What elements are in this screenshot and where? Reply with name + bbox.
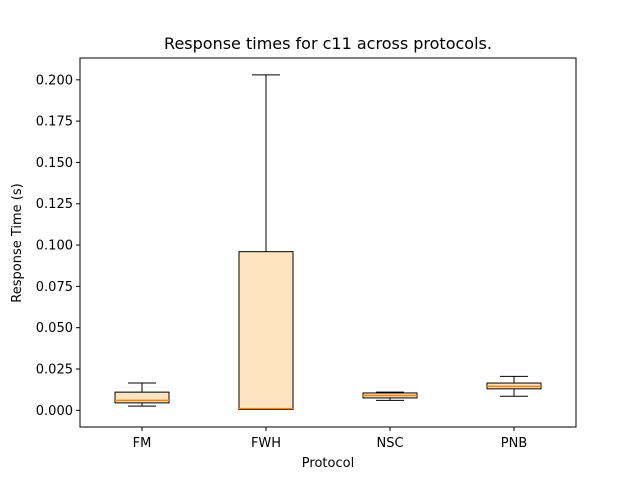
box-fm xyxy=(114,391,170,404)
y-tick-label: 0.175 xyxy=(36,115,73,130)
box-fwh xyxy=(238,251,294,410)
x-axis-label: Protocol xyxy=(302,456,354,471)
y-tick-label: 0.050 xyxy=(36,321,73,336)
y-tick-label: 0.075 xyxy=(36,280,73,295)
x-tick-label: PNB xyxy=(501,436,527,451)
y-tick-label: 0.025 xyxy=(36,362,73,377)
y-tick-label: 0.100 xyxy=(36,239,73,254)
y-tick-label: 0.200 xyxy=(36,73,73,88)
y-tick-label: 0.125 xyxy=(36,197,73,212)
plot-area: 0.000 0.025 0.050 0.075 0.100 0.125 0.150 0.175… xyxy=(36,57,577,451)
x-tick-label: FM xyxy=(133,436,152,451)
y-axis-label: Response Time (s) xyxy=(10,183,25,302)
x-tick-label: NSC xyxy=(376,436,403,451)
axes-frame xyxy=(79,57,577,428)
y-tick-label: 0.000 xyxy=(36,404,73,419)
y-tick-label: 0.150 xyxy=(36,156,73,171)
chart-title: Response times for c11 across protocols. xyxy=(164,34,492,53)
x-tick-label: FWH xyxy=(251,436,281,451)
